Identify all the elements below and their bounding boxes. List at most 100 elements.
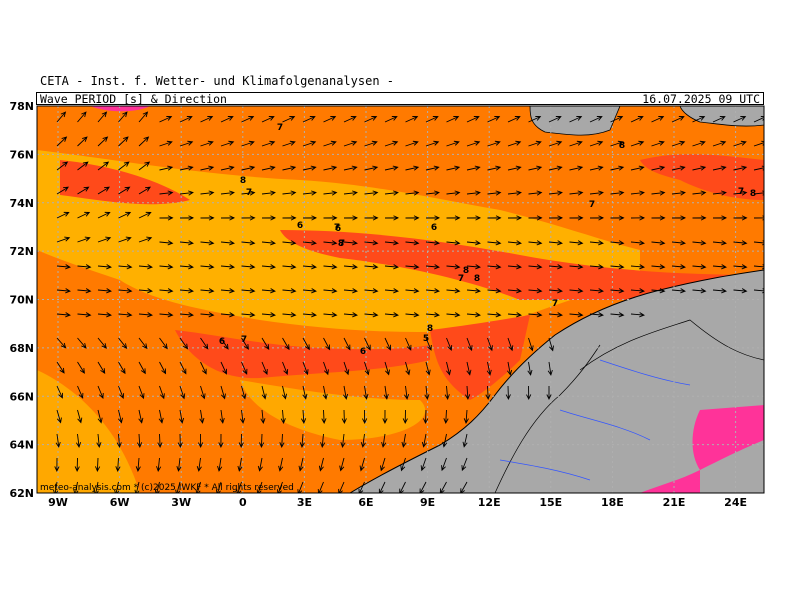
direction-arrow xyxy=(400,457,406,472)
direction-arrow xyxy=(364,312,379,318)
direction-arrow xyxy=(302,312,317,318)
direction-arrow xyxy=(589,140,604,147)
direction-arrow xyxy=(446,337,453,352)
period-contour-label: 7 xyxy=(277,123,283,133)
direction-arrow xyxy=(341,409,347,425)
direction-arrow xyxy=(446,116,460,123)
direction-arrow xyxy=(261,312,276,318)
direction-arrow xyxy=(118,312,133,318)
direction-arrow xyxy=(323,361,329,376)
direction-arrow xyxy=(135,457,141,472)
institution-title: CETA - Inst. f. Wetter- und Klimafolgena… xyxy=(40,74,395,88)
direction-arrow xyxy=(423,409,429,425)
direction-arrow xyxy=(441,457,447,472)
direction-arrow xyxy=(466,165,481,171)
direction-arrow xyxy=(692,264,707,270)
direction-arrow xyxy=(528,215,543,221)
direction-arrow xyxy=(405,361,411,376)
direction-arrow xyxy=(651,264,666,270)
direction-arrow xyxy=(299,433,305,448)
direction-arrow xyxy=(548,140,563,147)
direction-arrow xyxy=(546,385,552,401)
direction-arrow xyxy=(358,481,365,493)
direction-arrow xyxy=(261,240,276,246)
direction-arrow xyxy=(671,190,686,196)
direction-arrow xyxy=(176,457,182,472)
direction-arrow xyxy=(156,457,162,472)
lon-label: 9W xyxy=(48,496,68,509)
direction-arrow xyxy=(528,337,534,352)
direction-arrow xyxy=(241,165,256,171)
direction-arrow xyxy=(241,240,256,246)
direction-arrow xyxy=(343,288,358,294)
direction-arrow xyxy=(138,337,148,350)
direction-arrow xyxy=(55,433,61,448)
direction-arrow xyxy=(261,116,275,123)
direction-arrow xyxy=(241,116,255,123)
direction-arrow xyxy=(115,457,121,473)
direction-arrow xyxy=(56,409,62,424)
direction-arrow xyxy=(425,337,432,351)
direction-arrow xyxy=(97,236,112,243)
lon-label: 3E xyxy=(297,496,312,509)
direction-arrow xyxy=(466,288,481,294)
direction-arrow xyxy=(77,236,91,243)
direction-arrow xyxy=(405,190,420,196)
direction-arrow xyxy=(282,240,297,246)
direction-arrow xyxy=(282,215,297,221)
period-contour-label: 6 xyxy=(297,221,303,231)
map-frame xyxy=(36,105,765,494)
direction-arrow xyxy=(419,481,427,493)
direction-arrow xyxy=(507,264,522,270)
direction-arrow xyxy=(420,457,427,472)
direction-arrow xyxy=(236,481,242,493)
direction-arrow xyxy=(424,385,430,400)
direction-arrow xyxy=(138,186,151,195)
direction-arrow xyxy=(257,457,263,472)
direction-arrow xyxy=(487,240,502,246)
direction-arrows xyxy=(53,111,764,493)
lon-label: 18E xyxy=(601,496,624,509)
direction-arrow xyxy=(384,215,400,221)
direction-arrow xyxy=(323,215,338,221)
direction-arrow xyxy=(220,264,235,270)
direction-arrow xyxy=(382,409,388,425)
direction-arrow xyxy=(237,457,243,472)
direction-arrow xyxy=(671,288,686,294)
direction-arrow xyxy=(569,240,584,246)
direction-arrow xyxy=(425,190,440,196)
direction-arrow xyxy=(118,211,132,219)
direction-arrow xyxy=(487,312,502,318)
direction-arrow xyxy=(528,240,543,246)
direction-arrow xyxy=(548,312,563,318)
direction-arrow xyxy=(399,481,406,493)
direction-arrow xyxy=(179,165,194,171)
direction-arrow xyxy=(77,186,90,195)
direction-arrow xyxy=(241,385,247,400)
direction-arrow xyxy=(630,190,645,196)
period-contour-label: 7 xyxy=(246,188,252,198)
direction-arrow xyxy=(359,457,365,472)
direction-arrow xyxy=(548,240,563,246)
lat-lon-grid xyxy=(37,106,764,493)
direction-arrow xyxy=(278,457,284,472)
direction-arrow xyxy=(404,385,410,400)
period-contour-label: 8 xyxy=(750,189,756,199)
direction-arrow xyxy=(56,312,71,318)
direction-arrow xyxy=(733,116,747,123)
direction-arrow xyxy=(282,312,297,318)
direction-arrow xyxy=(630,165,645,171)
direction-arrow xyxy=(75,433,82,448)
direction-arrow xyxy=(323,337,331,351)
direction-arrow xyxy=(487,264,502,270)
direction-arrow xyxy=(159,385,165,400)
direction-arrow xyxy=(96,433,102,448)
direction-arrow xyxy=(671,240,686,246)
direction-arrow xyxy=(138,312,153,318)
direction-arrow xyxy=(364,240,379,246)
direction-arrow xyxy=(282,190,297,196)
direction-arrow xyxy=(159,337,168,350)
direction-arrow xyxy=(343,312,358,318)
direction-arrow xyxy=(589,215,605,221)
direction-arrow xyxy=(384,116,398,123)
